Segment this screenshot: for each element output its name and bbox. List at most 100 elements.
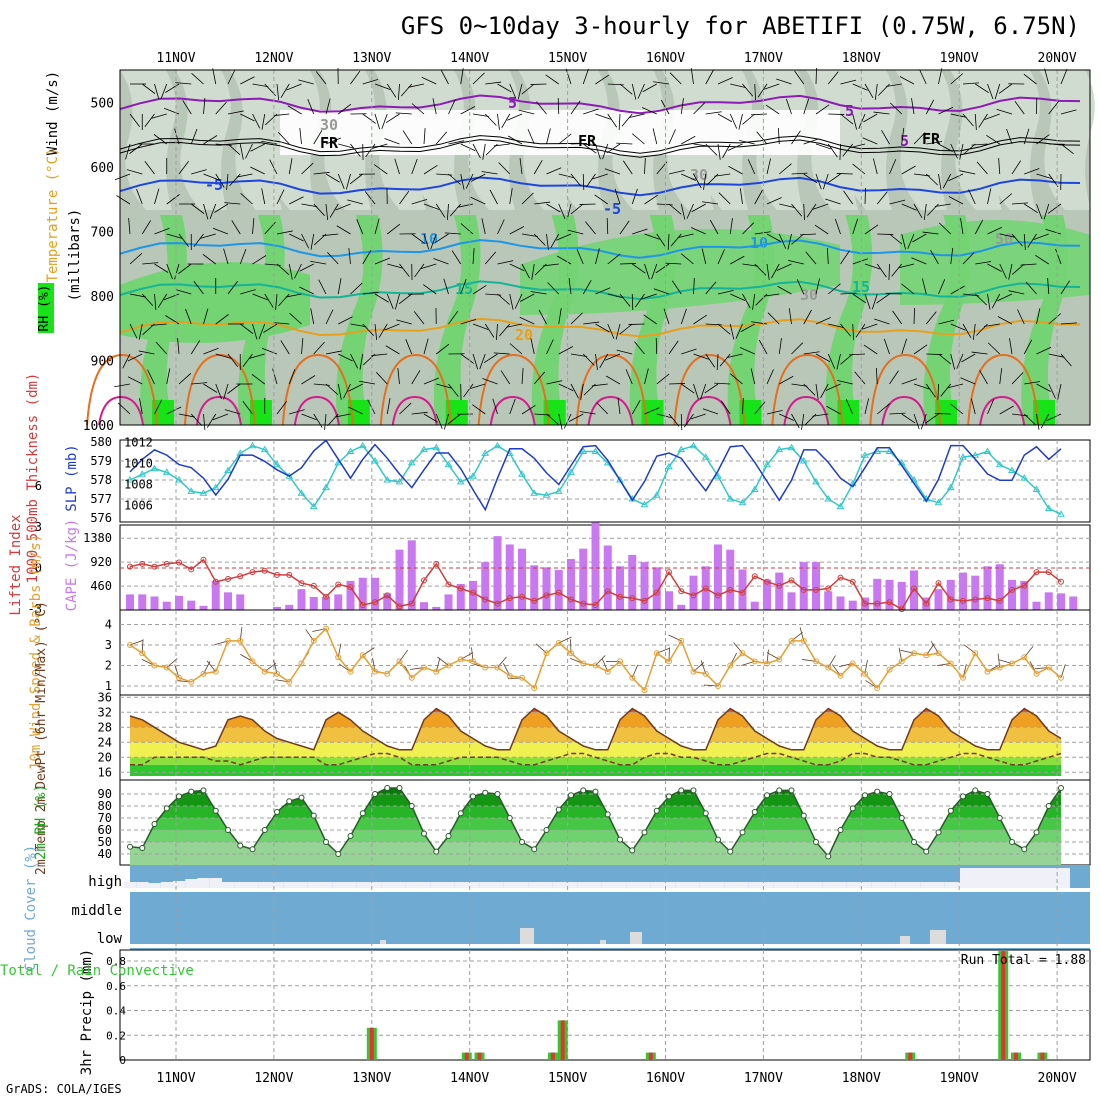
wind-barb [356,219,364,235]
wind-barb [668,170,685,175]
wind-barb [567,229,584,235]
wind-barb [717,249,725,265]
convective-bar [550,1052,555,1060]
isotherm-25 [379,353,452,426]
wind-barb [200,233,216,239]
wind-barb [122,353,131,369]
lifted-index-series-point [800,586,807,593]
wind-barb [263,323,278,333]
wind-barb [876,403,890,415]
wind-barb [457,203,474,208]
wind-barb [864,398,869,415]
wind-speed-series-point [555,639,562,646]
slp-tick: 1006 [124,499,153,513]
wind-barb [365,143,376,158]
wind-tick: 1 [105,679,112,693]
thickness-series-point [162,468,171,475]
thickness-series-point [211,483,220,491]
wind-barb [862,137,878,145]
wind-barb [556,255,572,265]
wind-barb [668,203,682,215]
wind-barb [871,293,878,310]
thickness-series-point [1020,474,1029,481]
wind-barb [160,83,168,100]
high-cloud-gap [785,882,798,888]
rh2m-series-point [629,847,636,854]
wind-barb [190,340,201,355]
wind-barb [570,312,583,325]
wind-speed-series-point [1021,654,1028,661]
wind-barb [385,345,400,355]
lifted-index-series-point [776,582,783,589]
wind-barb [166,194,180,205]
wind-barb [114,383,131,388]
precip-frame [119,949,1091,1061]
wind-barb [815,143,832,150]
wind-barb [766,263,770,280]
wind-barb [546,128,551,145]
lifted-index-series-point [298,580,305,587]
wind-speed-series-point [764,660,770,667]
rh-light-region [895,70,951,210]
wind-barb [778,128,780,145]
wind-barb [501,113,511,129]
cloud-row-label: low [97,931,123,947]
wind-barb [766,158,771,175]
thickness-series-point [224,466,232,473]
chart-title: GFS 0~10day 3-hourly for ABETIFI (0.75W,… [401,12,1080,40]
wind-barb [864,187,866,205]
high-cloud-gap [136,882,149,888]
wind-barb [766,369,774,385]
cape-bar [567,559,575,610]
wind-speed-series-point [825,664,832,671]
wind-barb [950,73,964,85]
wind-barb [1033,233,1049,240]
rh-light-region [984,70,1040,210]
rh2m-series-point [482,789,489,796]
wind-barb [803,98,810,115]
wind-barb [876,368,878,385]
wind-barb [481,218,486,235]
low-cloud-bar [600,940,606,944]
cape-bar [799,562,808,610]
wind-barb [1009,338,1013,355]
lifted-index-series-point [457,585,464,592]
wind-speed-series-point [715,683,721,689]
wind-barb [514,293,523,309]
wind-barb [983,323,1000,327]
wind-barb [163,107,180,115]
wind-barb [191,169,207,175]
wind-speed-series-point [862,670,868,677]
cape-bar [1057,593,1065,610]
high-cloud-gap [418,882,431,888]
wind-barb [381,113,388,130]
rh2m-series-point [163,805,170,812]
wind-barb [901,283,915,295]
high-cloud-gap [381,882,394,888]
wind-barb [680,253,694,265]
wind-barb [362,113,376,124]
wind-barb [652,128,658,145]
wind-barb [779,375,794,385]
pressure-tick-label: 800 [91,290,114,305]
cape-bar [787,592,796,610]
rh2m-series-point [972,787,979,794]
cape-bar [885,579,894,610]
wind-barb [150,323,167,326]
wind-barb [276,189,285,205]
lifted-index-series-point [947,596,954,603]
wind-barb [250,166,265,175]
cape-bar [199,605,208,610]
lifted-index-series-point [678,588,685,595]
wind-barb [1036,308,1041,325]
rh2m-series-point [923,848,930,855]
wind-barb [229,173,241,187]
rh2m-series-point [286,798,293,805]
wind-speed-series-point [335,654,342,661]
footer-credit: GrADS: COLA/IGES [6,1082,122,1096]
wind-barb [791,383,808,387]
wind-barb [686,203,694,219]
bottom-date-label: 20NOV [1038,1071,1077,1086]
wind-speed-series-point [372,668,378,675]
wind-barb [350,143,361,157]
